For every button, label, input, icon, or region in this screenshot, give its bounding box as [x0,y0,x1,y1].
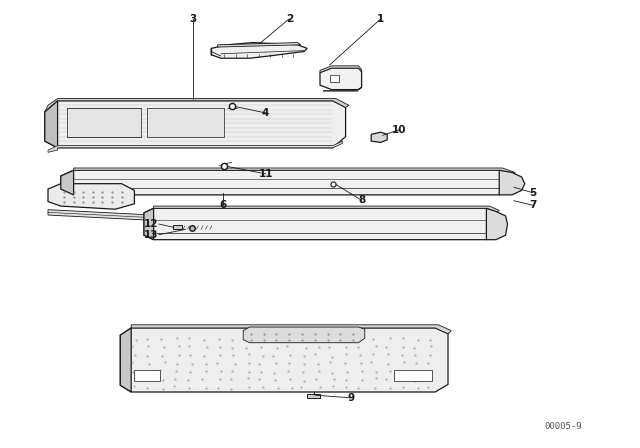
Polygon shape [48,184,134,209]
Polygon shape [45,101,58,148]
Polygon shape [61,170,512,195]
Text: 6: 6 [219,200,227,210]
Text: 12: 12 [143,219,158,229]
Polygon shape [147,108,224,137]
Polygon shape [330,75,339,82]
Text: 13: 13 [143,230,158,240]
Polygon shape [144,208,496,240]
Text: 1: 1 [377,14,385,24]
Polygon shape [211,43,307,58]
Polygon shape [48,141,342,152]
Polygon shape [307,394,320,398]
Polygon shape [144,208,154,240]
Polygon shape [120,328,448,392]
Text: 9: 9 [347,393,355,403]
Polygon shape [61,170,74,195]
Text: 10: 10 [392,125,406,135]
Polygon shape [320,68,362,90]
Polygon shape [486,208,508,240]
Polygon shape [45,101,346,148]
Text: 5: 5 [529,188,536,198]
Polygon shape [173,225,182,229]
Polygon shape [320,66,362,73]
Polygon shape [218,43,301,47]
Polygon shape [120,328,131,392]
Text: 3: 3 [189,14,197,24]
Text: 7: 7 [529,200,536,210]
Text: 11: 11 [259,169,273,179]
Text: 8: 8 [358,195,365,205]
Polygon shape [67,108,141,137]
Polygon shape [134,370,160,381]
Text: 2: 2 [285,14,293,24]
Polygon shape [243,327,365,343]
Text: 4: 4 [262,108,269,118]
Polygon shape [45,99,349,112]
Polygon shape [154,206,499,213]
Polygon shape [74,168,515,175]
Polygon shape [394,370,432,381]
Polygon shape [48,210,154,220]
Polygon shape [131,325,451,334]
Polygon shape [499,170,525,195]
Text: 00005-9: 00005-9 [545,422,582,431]
Polygon shape [371,132,387,142]
